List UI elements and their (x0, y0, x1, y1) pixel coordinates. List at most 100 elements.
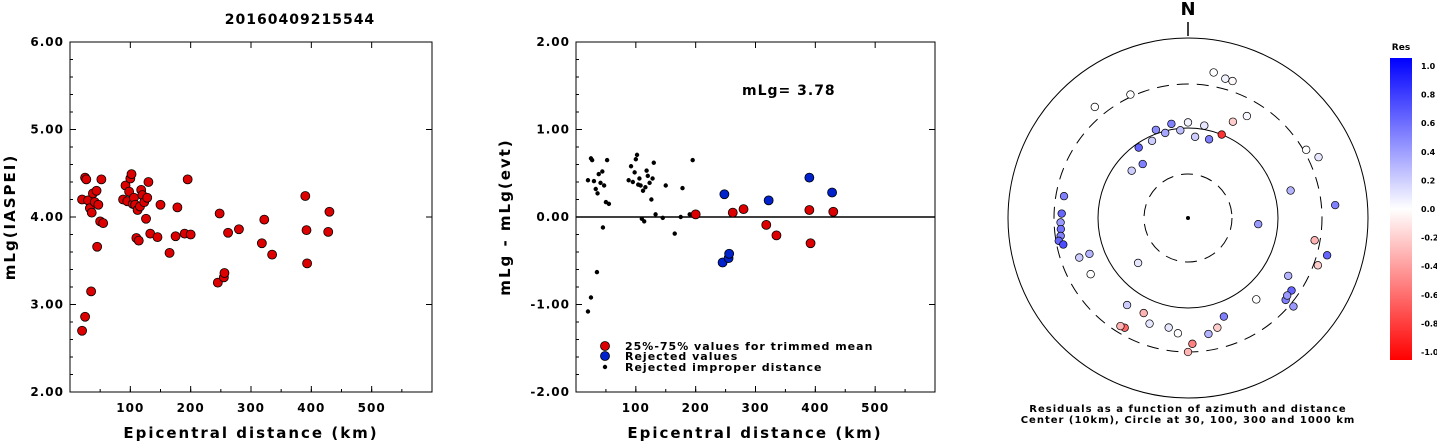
x-tick-label: 400 (297, 401, 325, 415)
station-point (1183, 347, 1193, 357)
colorbar-title: Res (1392, 43, 1410, 53)
data-point (259, 214, 270, 225)
station-point (1126, 90, 1135, 99)
station-point (1322, 251, 1332, 260)
colorbar-tick-label: -0.8 (1421, 319, 1437, 328)
station-point (1204, 329, 1213, 339)
data-point (142, 192, 153, 203)
rejected-point (827, 187, 837, 198)
station-point (1302, 145, 1311, 154)
improper-distance-point (585, 309, 591, 314)
station-point (1090, 102, 1099, 112)
station-point (1310, 236, 1319, 245)
x-tick-label: 200 (177, 401, 205, 415)
colorbar-tick-label: -0.4 (1421, 262, 1437, 271)
station-point (1228, 76, 1237, 86)
data-point (81, 174, 92, 185)
station-point (1075, 253, 1084, 262)
station-point (1286, 186, 1295, 195)
ticks: 100 200 300 400 500 2.00 3.00 4.00 5.00 6.00 (30, 35, 432, 415)
station-point (1059, 191, 1069, 201)
trimmed-point (690, 209, 701, 220)
data-point (155, 199, 166, 210)
station-point (1219, 312, 1229, 321)
data-point (172, 202, 183, 213)
station-point (1242, 111, 1252, 121)
data-point (98, 218, 109, 229)
improper-distance-point (649, 197, 654, 202)
improper-distance-point (628, 164, 634, 169)
station-point (1116, 321, 1125, 331)
trimmed-point (771, 230, 782, 241)
data-points (77, 169, 335, 336)
data-point (126, 169, 137, 180)
legend-entry-trimmed: 25%-75% values for trimmed mean (625, 340, 873, 353)
station-point (1176, 126, 1185, 135)
station-point (1085, 249, 1094, 259)
x-tick-label: 100 (622, 401, 650, 415)
improper-distance-point (643, 185, 648, 190)
station-point (1134, 143, 1143, 152)
colorbar-tick-label: 0.2 (1421, 176, 1435, 185)
station-point (1331, 200, 1340, 210)
ring-30km (1143, 173, 1233, 263)
station-point (1200, 121, 1209, 130)
plot-frame (69, 41, 433, 393)
improper-distance-point (647, 180, 652, 186)
data-point (92, 241, 103, 252)
colorbar-scale (1390, 58, 1412, 360)
improper-distance-point (600, 169, 605, 174)
figure-title: 20160409215544 (225, 12, 375, 28)
colorbar-tick-label: -0.6 (1421, 291, 1437, 300)
station-point (1122, 300, 1132, 310)
ticks: 100 200 300 400 500 -2.00 -1.00 0.00 1.00 2.00 (530, 35, 935, 415)
ring-100km (1097, 127, 1279, 309)
residual-vs-distance-plot: 100 200 300 400 500 -2.00 -1.00 0.00 1.00 2.00 mL… (496, 35, 936, 441)
station-point (1252, 295, 1261, 304)
colorbar-tick-label: -0.2 (1421, 234, 1437, 243)
event-magnitude-annotation: mLg= 3.78 (742, 83, 836, 99)
y-tick-label: 0.00 (536, 210, 570, 224)
trimmed-point (805, 238, 816, 249)
legend-entry-rejected: Rejected values (625, 350, 738, 363)
x-tick-label: 100 (116, 401, 144, 415)
data-point (164, 247, 175, 258)
improper-distance-point (653, 212, 658, 217)
rejected-point (763, 195, 774, 206)
station-point (1057, 209, 1066, 218)
data-point (133, 235, 144, 246)
colorbar-tick-label: 0.0 (1421, 205, 1436, 214)
x-tick-label: 500 (861, 401, 889, 415)
improper-distance-point (663, 183, 668, 188)
y-tick-label: 3.00 (30, 298, 64, 312)
improper-distance-point (604, 157, 610, 163)
data-point (80, 311, 90, 322)
improper-distance-point (660, 215, 665, 221)
improper-distance-point (645, 173, 650, 179)
azimuth-residual-plot: N Residuals as a function of azimuth and… (1007, 0, 1369, 426)
y-tick-label: 2.00 (30, 385, 64, 399)
legend-marker-improper (602, 364, 608, 370)
data-point (91, 185, 102, 196)
magnitude-vs-distance-plot: 100 200 300 400 500 2.00 3.00 4.00 5.00 6.00 Epic… (1, 35, 433, 441)
station-point (1138, 159, 1147, 169)
improper-distance-point (591, 178, 597, 184)
improper-distance-point (637, 176, 642, 181)
improper-distance-point (651, 160, 656, 165)
station-points (1054, 68, 1340, 357)
legend: 25%-75% values for trimmed mean Rejected… (600, 340, 873, 374)
station-point (1204, 135, 1214, 144)
y-tick-label: 1.00 (536, 123, 570, 137)
improper-distance-point (594, 269, 600, 275)
station-point (1147, 136, 1157, 146)
station-point (1164, 323, 1173, 332)
station-point (1314, 152, 1323, 162)
data-point (302, 258, 313, 269)
improper-distance-point (593, 186, 598, 192)
y-axis-label: mLg(IASPEI) (1, 154, 19, 280)
station-point (1283, 291, 1292, 300)
improper-distance-point (600, 225, 606, 230)
improper-distance-point (595, 191, 600, 196)
data-point (143, 177, 154, 187)
station-point (1313, 261, 1323, 270)
